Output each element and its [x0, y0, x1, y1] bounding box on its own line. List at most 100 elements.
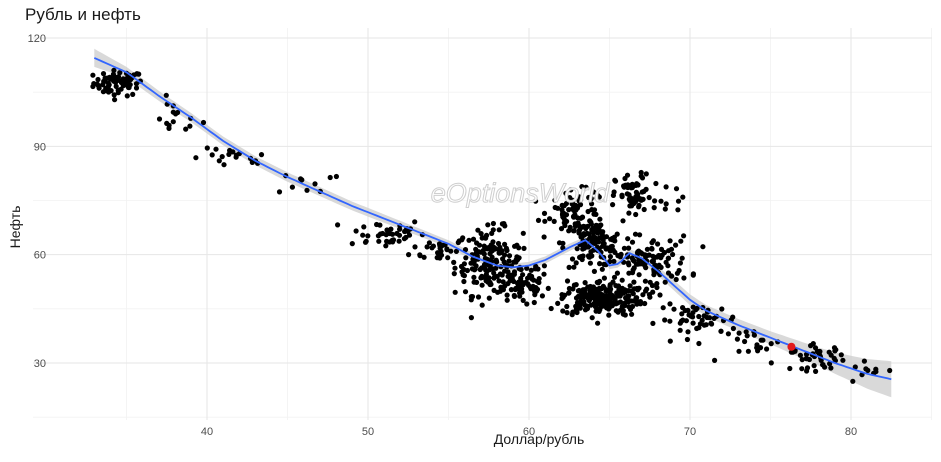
data-point: [634, 295, 640, 301]
data-point: [461, 273, 467, 279]
data-point: [629, 181, 635, 187]
data-point: [506, 273, 512, 280]
data-point: [193, 155, 199, 161]
data-point: [479, 235, 485, 241]
data-point: [458, 263, 465, 270]
data-point: [646, 252, 652, 258]
data-point: [625, 297, 631, 303]
data-point: [690, 320, 696, 326]
data-point: [500, 279, 506, 285]
data-point: [591, 189, 597, 195]
data-point: [397, 226, 403, 232]
data-point: [480, 247, 486, 254]
data-point: [612, 238, 618, 244]
data-point: [566, 264, 572, 270]
data-point: [654, 284, 660, 291]
data-point: [610, 192, 617, 198]
data-point: [453, 248, 459, 254]
data-point: [119, 78, 125, 84]
data-point: [561, 220, 567, 226]
data-point: [644, 286, 650, 292]
data-point: [636, 248, 642, 254]
data-point: [673, 242, 679, 248]
data-point: [660, 305, 666, 311]
data-point: [516, 245, 522, 251]
data-point: [377, 231, 384, 237]
points-layer: [90, 67, 893, 384]
data-point: [531, 299, 537, 306]
data-point: [804, 365, 811, 371]
data-point: [504, 292, 510, 298]
data-point: [626, 196, 632, 202]
data-point: [576, 198, 582, 204]
data-point: [576, 194, 582, 200]
data-point: [667, 318, 673, 324]
data-point: [349, 241, 355, 247]
data-point: [649, 246, 655, 252]
data-point: [629, 270, 636, 276]
data-point: [403, 234, 409, 240]
data-point: [686, 312, 692, 318]
data-point: [183, 126, 189, 132]
data-point: [744, 333, 750, 339]
data-point: [861, 358, 868, 364]
data-point: [524, 301, 530, 307]
data-point: [360, 232, 366, 238]
data-point: [629, 200, 636, 206]
data-point: [508, 287, 514, 293]
data-point: [625, 236, 631, 242]
data-point: [511, 243, 518, 249]
data-point: [376, 238, 382, 244]
data-point: [573, 282, 579, 288]
data-point: [662, 279, 668, 285]
data-point: [696, 340, 702, 347]
data-point: [591, 207, 598, 213]
data-point: [634, 181, 640, 187]
data-point: [496, 278, 502, 284]
tick-label-layer: 40 50 60 70 80 30 60 90 120: [28, 33, 857, 438]
data-point: [598, 222, 604, 228]
y-tick-label: 60: [34, 250, 46, 262]
watermark-layer: eOptionsWorld: [430, 178, 611, 209]
data-point: [615, 309, 621, 315]
data-point: [639, 175, 646, 181]
x-tick-label: 50: [362, 426, 374, 438]
data-point: [643, 265, 649, 271]
data-point: [488, 242, 494, 248]
data-point: [637, 299, 644, 305]
data-point: [663, 184, 669, 190]
data-point: [471, 260, 477, 266]
data-point: [649, 282, 656, 289]
data-point: [204, 145, 210, 151]
data-point: [559, 292, 565, 298]
data-point: [665, 255, 671, 261]
data-point: [574, 300, 581, 306]
data-point: [485, 222, 491, 228]
data-point: [570, 228, 577, 234]
data-point: [95, 76, 101, 83]
data-point: [113, 83, 119, 89]
data-point: [649, 240, 655, 246]
data-point: [662, 317, 668, 323]
data-point: [216, 158, 222, 164]
smooth-line-layer: [93, 57, 892, 381]
data-point: [742, 338, 748, 345]
data-point: [608, 286, 614, 292]
data-point: [230, 149, 236, 155]
data-point: [601, 275, 608, 281]
data-point: [626, 262, 632, 268]
data-point: [100, 82, 106, 88]
data-point: [700, 244, 706, 250]
data-point: [595, 228, 601, 234]
data-point: [502, 241, 508, 247]
data-point: [576, 223, 582, 229]
data-point: [111, 67, 117, 73]
data-point: [333, 173, 339, 180]
data-point: [680, 194, 686, 200]
data-point: [451, 271, 457, 277]
data-point: [249, 159, 255, 165]
data-point: [743, 329, 749, 335]
data-point: [838, 352, 844, 358]
data-point: [396, 238, 402, 244]
